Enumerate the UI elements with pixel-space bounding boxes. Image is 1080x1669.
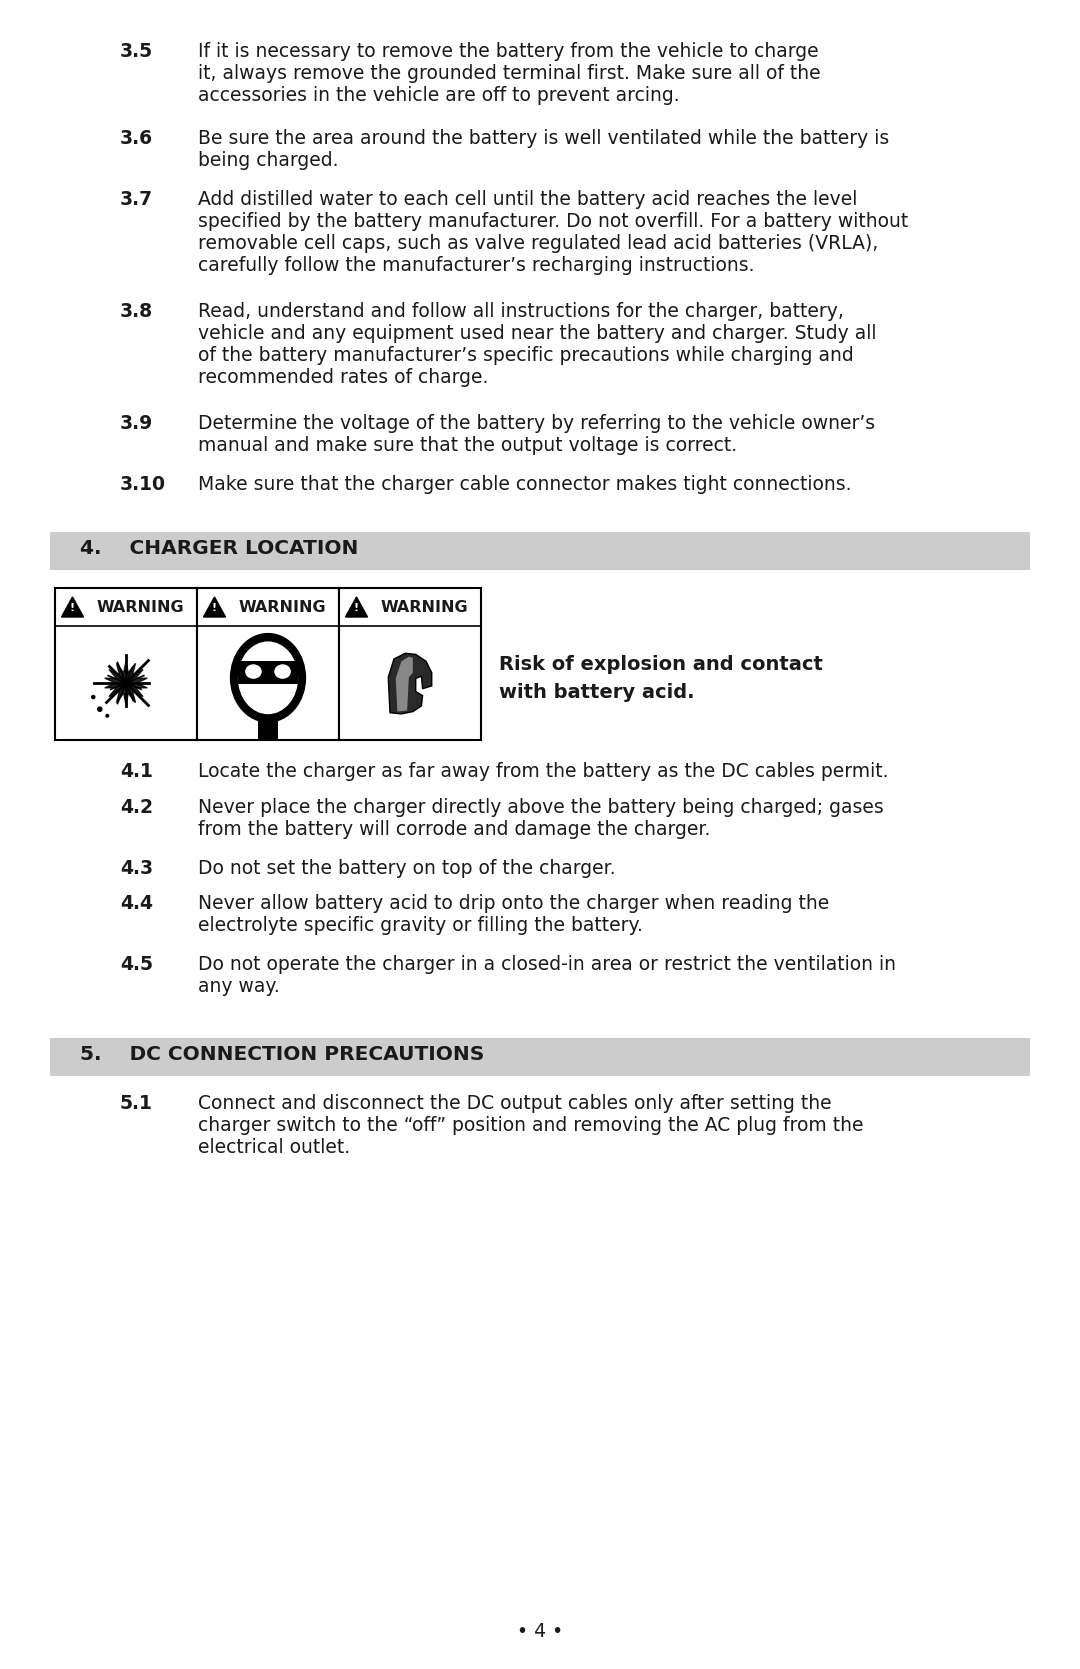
Text: Risk of explosion and contact
with battery acid.: Risk of explosion and contact with batte…	[499, 654, 823, 701]
Text: 5.    DC CONNECTION PRECAUTIONS: 5. DC CONNECTION PRECAUTIONS	[80, 1045, 484, 1063]
Text: Never allow battery acid to drip onto the charger when reading the
electrolyte s: Never allow battery acid to drip onto th…	[198, 895, 829, 935]
Text: Connect and disconnect the DC output cables only after setting the
charger switc: Connect and disconnect the DC output cab…	[198, 1093, 864, 1157]
Polygon shape	[105, 661, 147, 704]
Text: • 4 •: • 4 •	[517, 1622, 563, 1641]
Text: 3.7: 3.7	[120, 190, 153, 209]
Text: 4.5: 4.5	[120, 955, 153, 975]
Polygon shape	[395, 656, 413, 711]
Bar	[50, 1038, 1030, 1077]
Text: WARNING: WARNING	[97, 599, 185, 614]
Polygon shape	[203, 598, 226, 618]
Text: 3.10: 3.10	[120, 474, 166, 494]
Text: Read, understand and follow all instructions for the charger, battery,
vehicle a: Read, understand and follow all instruct…	[198, 302, 877, 387]
Text: WARNING: WARNING	[239, 599, 326, 614]
Text: 4.    CHARGER LOCATION: 4. CHARGER LOCATION	[80, 539, 359, 557]
Text: Be sure the area around the battery is well ventilated while the battery is
bein: Be sure the area around the battery is w…	[198, 129, 889, 170]
Text: 3.8: 3.8	[120, 302, 153, 320]
Bar	[50, 532, 1030, 571]
Bar	[258, 711, 279, 739]
Text: 3.6: 3.6	[120, 129, 153, 147]
Text: Determine the voltage of the battery by referring to the vehicle owner’s
manual : Determine the voltage of the battery by …	[198, 414, 875, 454]
Ellipse shape	[238, 641, 298, 714]
Text: Locate the charger as far away from the battery as the DC cables permit.: Locate the charger as far away from the …	[198, 763, 889, 781]
Text: 4.3: 4.3	[120, 858, 153, 878]
Ellipse shape	[230, 634, 306, 723]
Circle shape	[92, 696, 95, 699]
Bar	[55, 587, 197, 739]
Text: 4.4: 4.4	[120, 895, 153, 913]
Text: 3.5: 3.5	[120, 42, 153, 62]
Text: !: !	[70, 603, 76, 613]
Bar	[339, 587, 481, 739]
Polygon shape	[62, 598, 83, 618]
Text: 4.1: 4.1	[120, 763, 153, 781]
Text: !: !	[212, 603, 217, 613]
Bar	[238, 661, 298, 684]
Ellipse shape	[245, 664, 261, 679]
Polygon shape	[389, 653, 432, 714]
Text: If it is necessary to remove the battery from the vehicle to charge
it, always r: If it is necessary to remove the battery…	[198, 42, 821, 105]
Bar	[296, 666, 305, 676]
Text: Add distilled water to each cell until the battery acid reaches the level
specif: Add distilled water to each cell until t…	[198, 190, 908, 274]
Bar	[232, 666, 241, 676]
Circle shape	[97, 708, 102, 711]
Text: !: !	[354, 603, 359, 613]
Text: WARNING: WARNING	[381, 599, 469, 614]
Text: 3.9: 3.9	[120, 414, 153, 432]
Text: 4.2: 4.2	[120, 798, 153, 816]
Text: Make sure that the charger cable connector makes tight connections.: Make sure that the charger cable connect…	[198, 474, 851, 494]
Polygon shape	[346, 598, 367, 618]
Text: 5.1: 5.1	[120, 1093, 153, 1113]
Text: Do not set the battery on top of the charger.: Do not set the battery on top of the cha…	[198, 858, 616, 878]
Circle shape	[106, 714, 109, 718]
Text: Never place the charger directly above the battery being charged; gases
from the: Never place the charger directly above t…	[198, 798, 883, 838]
Text: Do not operate the charger in a closed-in area or restrict the ventilation in
an: Do not operate the charger in a closed-i…	[198, 955, 896, 996]
Ellipse shape	[274, 664, 291, 679]
Bar	[197, 587, 339, 739]
